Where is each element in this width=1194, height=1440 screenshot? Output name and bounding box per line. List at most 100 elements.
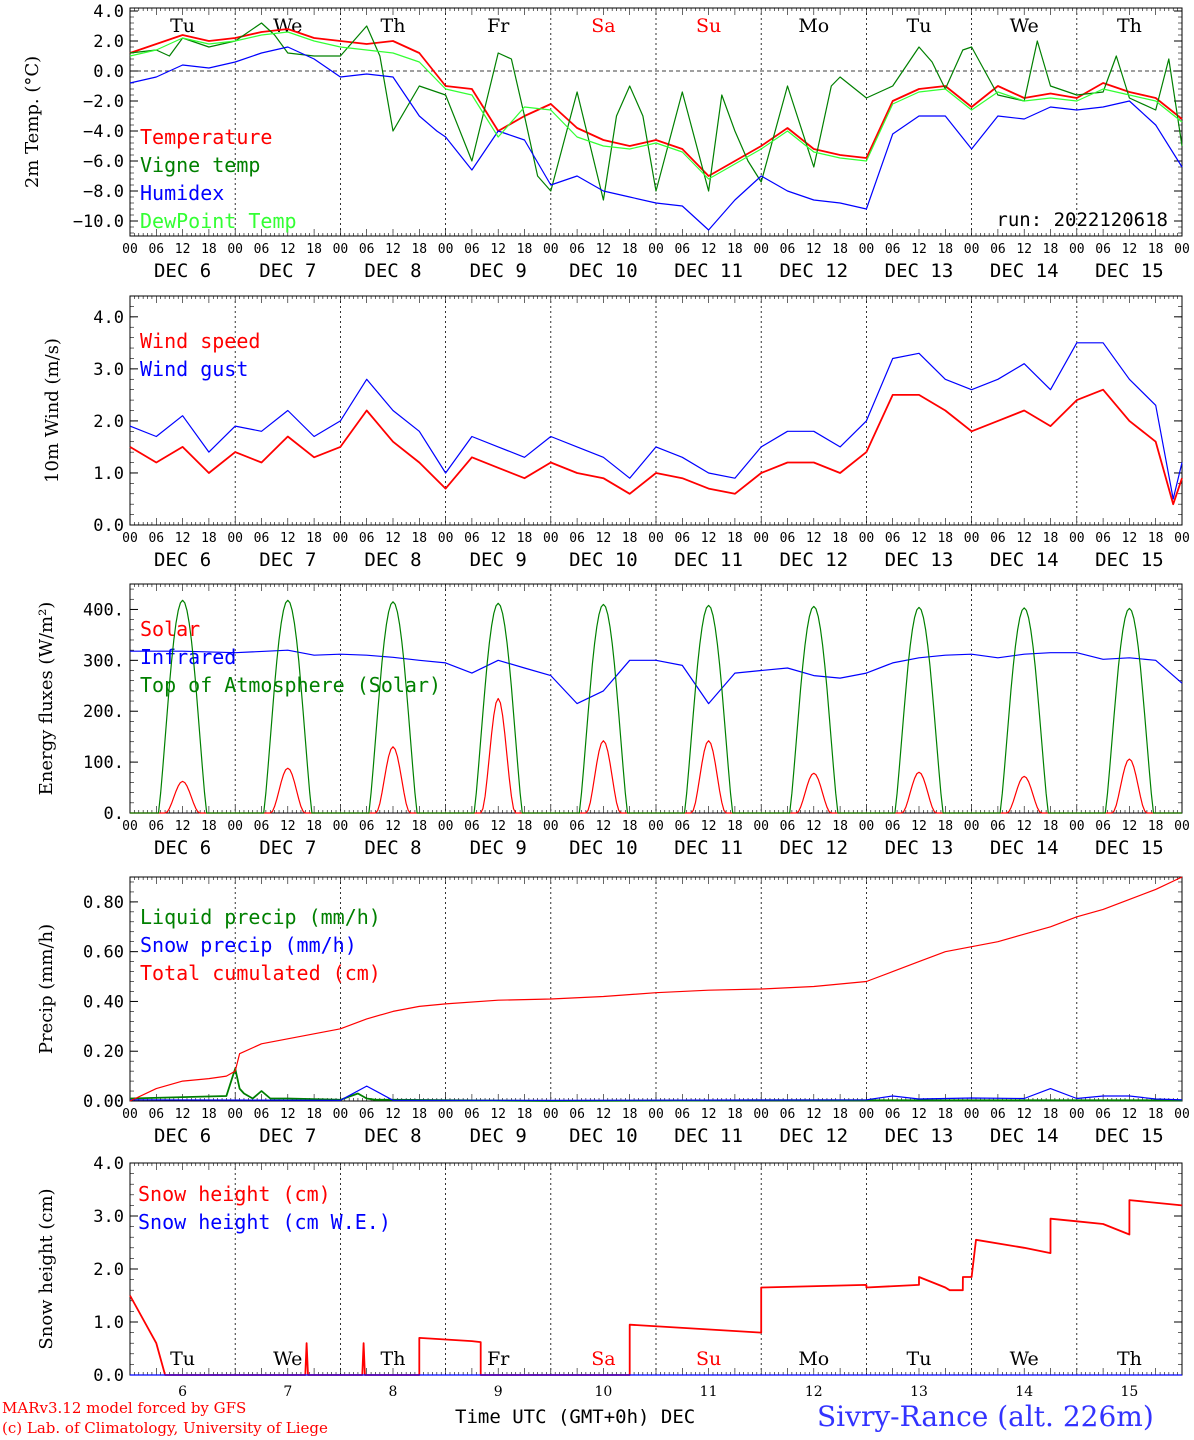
hour-tick-label: 18 (201, 242, 217, 257)
y-tick-label: −8.0 (83, 182, 124, 202)
y-tick-label: 200. (83, 702, 124, 722)
date-label: DEC 11 (674, 1125, 743, 1147)
hour-tick-label: 18 (201, 1107, 217, 1122)
day-number-label: 11 (700, 1384, 718, 1400)
hour-tick-label: 06 (464, 242, 480, 257)
x-axis-title: Time UTC (GMT+0h) DEC (455, 1406, 696, 1428)
hour-tick-label: 18 (201, 819, 217, 834)
hour-tick-label: 18 (411, 531, 427, 546)
hour-tick-label: 00 (333, 531, 349, 546)
series-line-total-cumulated-cm- (129, 876, 1183, 1102)
y-tick-label: 1.0 (93, 1313, 124, 1333)
date-label: DEC 8 (364, 260, 421, 282)
hour-tick-label: 00 (859, 819, 875, 834)
hour-tick-label: 06 (780, 242, 796, 257)
date-label: DEC 11 (674, 837, 743, 859)
hour-tick-label: 00 (438, 1107, 454, 1122)
hour-tick-label: 12 (806, 819, 822, 834)
y-tick-label: −2.0 (83, 92, 124, 112)
hour-tick-label: 18 (727, 1107, 743, 1122)
day-of-week-label: Tu (907, 1348, 932, 1370)
hour-tick-label: 06 (464, 531, 480, 546)
hour-tick-label: 06 (990, 242, 1006, 257)
y-tick-label: 4.0 (93, 308, 124, 328)
day-of-week-label: Tu (907, 15, 932, 37)
series-line-snow-precip-mm-h- (129, 1085, 1183, 1101)
hour-tick-label: 12 (175, 531, 191, 546)
hour-tick-label: 00 (1174, 531, 1190, 546)
date-label: DEC 12 (779, 837, 848, 859)
date-label: DEC 7 (259, 837, 316, 859)
hour-tick-label: 00 (543, 819, 559, 834)
day-of-week-label: Su (696, 15, 721, 37)
hour-tick-label: 12 (911, 819, 927, 834)
y-tick-label: 1.0 (93, 464, 124, 484)
hour-tick-label: 06 (990, 531, 1006, 546)
date-label: DEC 9 (470, 837, 527, 859)
legend-entry: Liquid precip (mm/h) (140, 905, 381, 929)
hour-tick-label: 00 (648, 242, 664, 257)
hour-tick-label: 00 (648, 1107, 664, 1122)
hour-tick-label: 12 (1122, 242, 1138, 257)
hour-tick-label: 12 (911, 1107, 927, 1122)
hour-tick-label: 00 (438, 531, 454, 546)
hour-tick-label: 00 (753, 1107, 769, 1122)
y-tick-label: 3.0 (93, 360, 124, 380)
hour-tick-label: 00 (648, 531, 664, 546)
hour-tick-label: 18 (937, 819, 953, 834)
date-label: DEC 14 (990, 260, 1059, 282)
hour-tick-label: 00 (964, 819, 980, 834)
y-tick-label: −6.0 (83, 152, 124, 172)
day-number-label: 13 (910, 1384, 928, 1400)
series-line-top-of-atmosphere-solar- (130, 599, 1182, 814)
hour-tick-label: 06 (254, 531, 270, 546)
y-tick-label: 4.0 (93, 1154, 124, 1174)
hour-tick-label: 12 (280, 819, 296, 834)
hour-tick-label: 12 (490, 531, 506, 546)
hour-tick-label: 18 (1043, 242, 1059, 257)
hour-tick-label: 06 (990, 819, 1006, 834)
day-of-week-label: Sa (591, 1348, 615, 1370)
y-axis-label: 10m Wind (m/s) (42, 338, 63, 483)
hour-tick-label: 18 (832, 1107, 848, 1122)
hour-tick-label: 00 (1174, 242, 1190, 257)
y-tick-label: 0.0 (93, 516, 124, 536)
y-tick-label: 2.0 (93, 1260, 124, 1280)
hour-tick-label: 06 (674, 531, 690, 546)
series-line-dewpoint-temp (129, 31, 1183, 180)
date-label: DEC 15 (1095, 260, 1164, 282)
hour-tick-label: 12 (701, 242, 717, 257)
y-tick-label: 0.0 (93, 62, 124, 82)
hour-tick-label: 12 (596, 531, 612, 546)
y-axis-label: Precip (mm/h) (36, 924, 57, 1054)
hour-tick-label: 12 (490, 1107, 506, 1122)
hour-tick-label: 00 (333, 1107, 349, 1122)
hour-tick-label: 18 (306, 242, 322, 257)
hour-tick-label: 06 (569, 242, 585, 257)
hour-tick-label: 06 (359, 819, 375, 834)
hour-tick-label: 06 (464, 819, 480, 834)
hour-tick-label: 18 (411, 1107, 427, 1122)
hour-tick-label: 12 (1016, 819, 1032, 834)
hour-tick-label: 12 (1122, 819, 1138, 834)
y-axis-label: Energy fluxes (W/m²) (36, 602, 57, 796)
hour-tick-label: 06 (674, 1107, 690, 1122)
hour-tick-label: 06 (148, 242, 164, 257)
hour-tick-label: 06 (569, 531, 585, 546)
hour-tick-label: 18 (727, 531, 743, 546)
hour-tick-label: 18 (1043, 819, 1059, 834)
hour-tick-label: 00 (1069, 1107, 1085, 1122)
legend-entry: Temperature (140, 125, 272, 149)
day-of-week-label: Fr (487, 1348, 510, 1370)
hour-tick-label: 12 (701, 531, 717, 546)
hour-tick-label: 12 (596, 242, 612, 257)
hour-tick-label: 12 (385, 1107, 401, 1122)
panel-4: 0.00 0.20 0.40 0.60 0.80 Precip (mm/h) 00 06 12 1… (36, 876, 1190, 1147)
date-label: DEC 10 (569, 260, 638, 282)
hour-tick-label: 18 (1148, 1107, 1164, 1122)
hour-tick-label: 06 (780, 531, 796, 546)
hour-tick-label: 12 (1016, 1107, 1032, 1122)
hour-tick-label: 18 (517, 242, 533, 257)
day-number-label: 14 (1015, 1384, 1033, 1400)
hour-tick-label: 12 (280, 242, 296, 257)
